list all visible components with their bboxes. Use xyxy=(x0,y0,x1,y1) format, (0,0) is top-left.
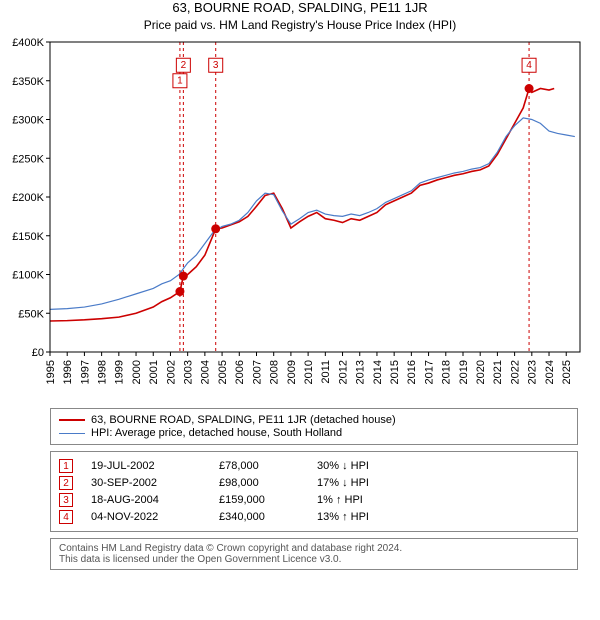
legend-swatch xyxy=(59,419,85,421)
transaction-price: £340,000 xyxy=(219,511,299,523)
chart-title: 63, BOURNE ROAD, SPALDING, PE11 1JR xyxy=(0,0,600,15)
svg-text:2010: 2010 xyxy=(303,360,315,384)
footer-line1: Contains HM Land Registry data © Crown c… xyxy=(59,543,569,554)
svg-text:2015: 2015 xyxy=(389,360,401,384)
svg-text:2014: 2014 xyxy=(372,360,384,384)
legend-row: 63, BOURNE ROAD, SPALDING, PE11 1JR (det… xyxy=(59,414,569,426)
svg-text:2018: 2018 xyxy=(441,360,453,384)
svg-text:2001: 2001 xyxy=(148,360,160,384)
svg-text:1997: 1997 xyxy=(79,360,91,384)
transaction-pct: 17% ↓ HPI xyxy=(317,477,369,489)
svg-text:2020: 2020 xyxy=(475,360,487,384)
svg-text:1998: 1998 xyxy=(96,360,108,384)
transaction-date: 19-JUL-2002 xyxy=(91,460,201,472)
legend-row: HPI: Average price, detached house, Sout… xyxy=(59,427,569,439)
svg-text:1999: 1999 xyxy=(114,360,126,384)
svg-text:1995: 1995 xyxy=(45,360,57,384)
svg-text:2006: 2006 xyxy=(234,360,246,384)
svg-text:2008: 2008 xyxy=(269,360,281,384)
svg-text:2016: 2016 xyxy=(406,360,418,384)
transaction-date: 04-NOV-2022 xyxy=(91,511,201,523)
svg-text:2003: 2003 xyxy=(183,360,195,384)
svg-text:2012: 2012 xyxy=(337,360,349,384)
transaction-price: £78,000 xyxy=(219,460,299,472)
transaction-row: 2 30-SEP-2002 £98,000 17% ↓ HPI xyxy=(59,476,569,490)
legend-label: 63, BOURNE ROAD, SPALDING, PE11 1JR (det… xyxy=(91,414,396,426)
transaction-row: 1 19-JUL-2002 £78,000 30% ↓ HPI xyxy=(59,459,569,473)
svg-text:£350K: £350K xyxy=(12,76,44,88)
transaction-marker: 2 xyxy=(59,476,73,490)
transaction-pct: 30% ↓ HPI xyxy=(317,460,369,472)
svg-text:2025: 2025 xyxy=(561,360,573,384)
svg-text:2013: 2013 xyxy=(355,360,367,384)
transaction-price: £98,000 xyxy=(219,477,299,489)
svg-text:2000: 2000 xyxy=(131,360,143,384)
svg-text:£0: £0 xyxy=(32,347,44,359)
svg-text:2021: 2021 xyxy=(492,360,504,384)
svg-text:£150K: £150K xyxy=(12,231,44,243)
chart-subtitle: Price paid vs. HM Land Registry's House … xyxy=(0,18,600,32)
svg-text:2: 2 xyxy=(181,60,187,71)
svg-text:1996: 1996 xyxy=(62,360,74,384)
transaction-marker: 1 xyxy=(59,459,73,473)
svg-text:2019: 2019 xyxy=(458,360,470,384)
svg-text:2002: 2002 xyxy=(165,360,177,384)
transaction-pct: 13% ↑ HPI xyxy=(317,511,369,523)
transaction-price: £159,000 xyxy=(219,494,299,506)
svg-text:2004: 2004 xyxy=(200,360,212,384)
svg-text:2007: 2007 xyxy=(251,360,263,384)
svg-text:2009: 2009 xyxy=(286,360,298,384)
svg-text:2005: 2005 xyxy=(217,360,229,384)
legend-label: HPI: Average price, detached house, Sout… xyxy=(91,427,342,439)
svg-text:£250K: £250K xyxy=(12,153,44,165)
legend-swatch xyxy=(59,433,85,434)
footer-line2: This data is licensed under the Open Gov… xyxy=(59,554,569,565)
svg-text:2024: 2024 xyxy=(544,360,556,384)
price-chart: £0 £50K £100K £150K £200K £250K £300K £350K £400… xyxy=(0,32,600,402)
svg-text:£50K: £50K xyxy=(18,308,44,320)
svg-text:£300K: £300K xyxy=(12,115,44,127)
svg-text:2023: 2023 xyxy=(527,360,539,384)
transaction-row: 3 18-AUG-2004 £159,000 1% ↑ HPI xyxy=(59,493,569,507)
transaction-pct: 1% ↑ HPI xyxy=(317,494,363,506)
svg-text:£400K: £400K xyxy=(12,37,44,49)
svg-text:4: 4 xyxy=(526,60,532,71)
svg-text:2022: 2022 xyxy=(509,360,521,384)
svg-text:1: 1 xyxy=(177,75,183,86)
svg-text:2017: 2017 xyxy=(423,360,435,384)
svg-text:£200K: £200K xyxy=(12,192,44,204)
transaction-date: 18-AUG-2004 xyxy=(91,494,201,506)
footer: Contains HM Land Registry data © Crown c… xyxy=(50,538,578,570)
svg-text:£100K: £100K xyxy=(12,270,44,282)
transaction-row: 4 04-NOV-2022 £340,000 13% ↑ HPI xyxy=(59,510,569,524)
transactions-table: 1 19-JUL-2002 £78,000 30% ↓ HPI 2 30-SEP-2002… xyxy=(50,451,578,532)
transaction-marker: 4 xyxy=(59,510,73,524)
svg-text:3: 3 xyxy=(213,60,219,71)
transaction-marker: 3 xyxy=(59,493,73,507)
svg-text:2011: 2011 xyxy=(320,360,332,384)
transaction-date: 30-SEP-2002 xyxy=(91,477,201,489)
legend: 63, BOURNE ROAD, SPALDING, PE11 1JR (det… xyxy=(50,408,578,445)
